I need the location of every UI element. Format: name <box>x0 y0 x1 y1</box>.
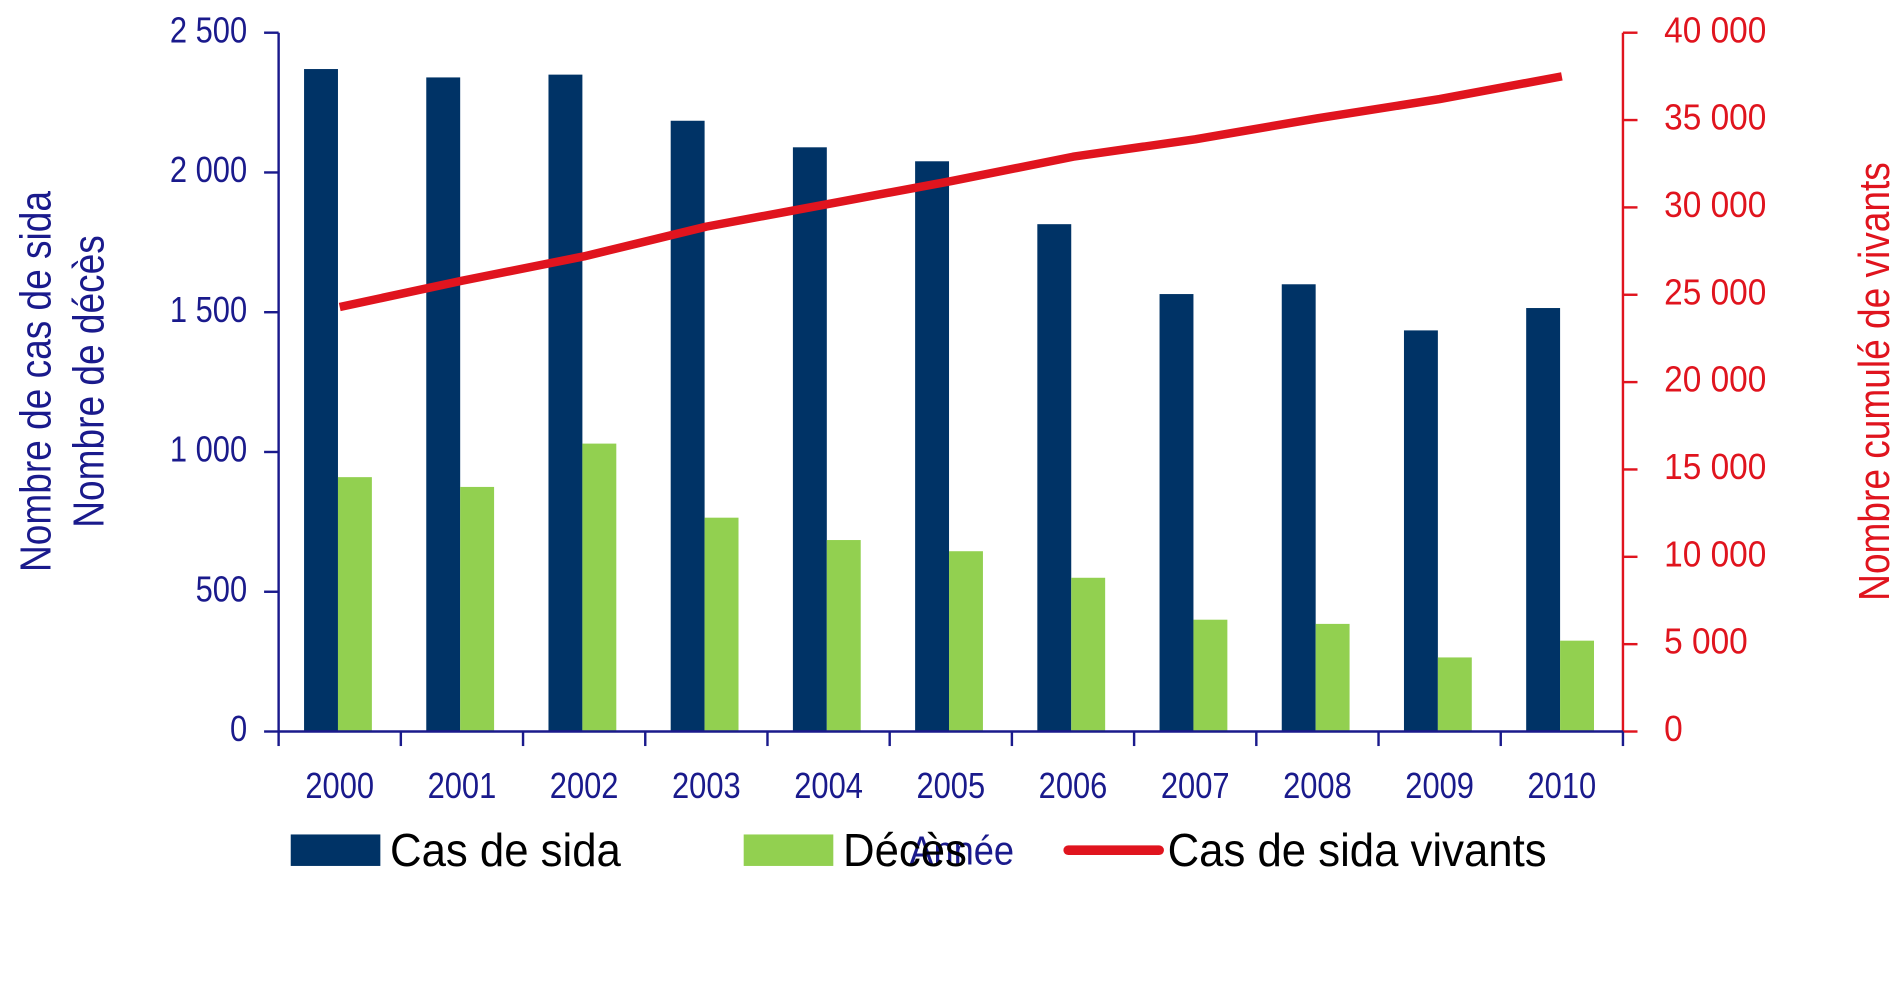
y2-tick-label: 0 <box>1664 709 1683 750</box>
y-tick-label: 0 <box>230 709 247 750</box>
x-tick-label: 2004 <box>794 766 863 807</box>
bar <box>460 486 495 732</box>
legend-label: Décès <box>843 824 967 876</box>
x-tick-label: 2010 <box>1528 766 1597 807</box>
x-tick-label: 2006 <box>1039 766 1108 807</box>
x-tick-label: 2002 <box>550 766 619 807</box>
bar <box>1526 308 1561 732</box>
x-tick-label: 2007 <box>1161 766 1230 807</box>
y-tick-label: 1 000 <box>170 429 247 470</box>
bar <box>826 540 861 732</box>
bar <box>670 120 705 732</box>
y-axis-label: Nombre de cas de sida <box>10 191 60 572</box>
x-tick-label: 2005 <box>916 766 985 807</box>
y2-tick-label: 15 000 <box>1664 447 1766 488</box>
y2-tick-label: 5 000 <box>1664 621 1748 662</box>
bar <box>1560 640 1594 732</box>
legend-label: Cas de sida vivants <box>1168 824 1547 876</box>
line <box>338 72 1563 312</box>
x-axis-label: Année <box>909 829 1014 875</box>
bar <box>548 74 583 732</box>
legend-label: Cas de sida <box>390 824 621 876</box>
bar <box>949 551 983 732</box>
bar <box>582 443 617 732</box>
y2-tick-label: 40 000 <box>1664 10 1766 51</box>
legend-swatch <box>743 834 834 866</box>
bar <box>792 147 827 732</box>
y-tick-label: 2 500 <box>170 10 247 51</box>
x-tick-label: 2009 <box>1405 766 1474 807</box>
bar <box>1037 224 1072 732</box>
bar <box>1193 619 1228 732</box>
y-tick-label: 500 <box>196 569 248 610</box>
y2-tick-label: 25 000 <box>1664 272 1766 313</box>
y2-tick-label: 30 000 <box>1664 185 1766 226</box>
legend-swatch <box>290 834 381 866</box>
bar <box>337 477 372 732</box>
bar <box>704 517 739 732</box>
y2-tick-label: 35 000 <box>1664 97 1766 138</box>
bar <box>1403 330 1438 732</box>
bar <box>1437 657 1472 732</box>
bar <box>426 77 461 732</box>
bar <box>1071 577 1106 732</box>
bar <box>304 69 338 732</box>
x-tick-label: 2003 <box>672 766 741 807</box>
y-tick-label: 2 000 <box>170 150 247 191</box>
x-tick-label: 2000 <box>305 766 374 807</box>
bar <box>1315 623 1350 732</box>
y-axis-label: Nombre de décès <box>64 235 114 527</box>
y2-axis-label: Nombre cumulé de vivants <box>1849 162 1899 601</box>
y-tick-label: 1 500 <box>170 289 247 330</box>
x-tick-label: 2001 <box>428 766 497 807</box>
y2-tick-label: 20 000 <box>1664 359 1766 400</box>
bar <box>915 161 950 732</box>
y2-tick-label: 10 000 <box>1664 534 1766 575</box>
bar <box>1281 284 1316 732</box>
x-tick-label: 2008 <box>1283 766 1352 807</box>
bar <box>1159 294 1194 732</box>
